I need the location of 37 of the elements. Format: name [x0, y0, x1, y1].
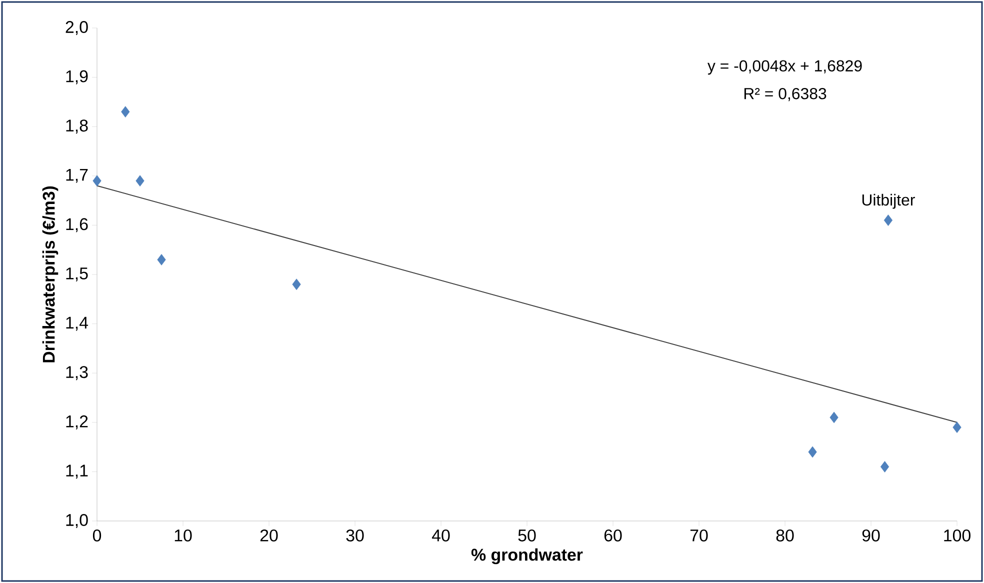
x-tick-label: 40 [432, 529, 450, 542]
x-tick-label: 0 [92, 529, 102, 542]
y-tick-label: 1,8 [66, 120, 88, 134]
point [136, 175, 144, 186]
y-tick-label: 1,9 [66, 70, 88, 84]
y-tick-label: 1,2 [66, 415, 88, 430]
annotation: y = -0,0048x + 1,6829 [708, 60, 862, 75]
point [121, 106, 130, 118]
point [880, 461, 890, 472]
x-axis-title: % grondwater [471, 548, 583, 564]
point [292, 278, 301, 290]
y-tick-label: 1,6 [66, 218, 88, 232]
annotation: R² = 0,6383 [744, 88, 826, 102]
x-tick-label: 80 [776, 529, 794, 542]
point [808, 446, 817, 458]
y-tick-label: 1,3 [66, 366, 88, 380]
x-tick-label: 50 [518, 529, 536, 542]
y-axis-title: Drinkwaterprijs (€/m3) [42, 186, 58, 362]
x-tick-label: 100 [944, 529, 970, 542]
point [952, 422, 962, 433]
x-tick-label: 90 [862, 529, 880, 542]
annotation: Uitbijter [862, 194, 915, 209]
y-tick-label: 1,7 [66, 168, 88, 183]
y-tick-label: 1,1 [66, 464, 88, 479]
x-tick-label: 60 [604, 529, 622, 542]
point [157, 254, 166, 266]
y-tick-label: 1,5 [66, 268, 88, 282]
point [884, 214, 893, 226]
point [830, 412, 838, 424]
y-tick-label: 1,4 [66, 316, 88, 331]
x-tick-label: 20 [260, 529, 278, 542]
point [92, 175, 102, 186]
x-tick-label: 10 [174, 529, 192, 542]
x-tick-label: 30 [346, 529, 364, 542]
x-tick-label: 70 [690, 529, 708, 542]
y-tick-label: 2,0 [66, 20, 88, 35]
y-tick-label: 1,0 [66, 514, 88, 528]
